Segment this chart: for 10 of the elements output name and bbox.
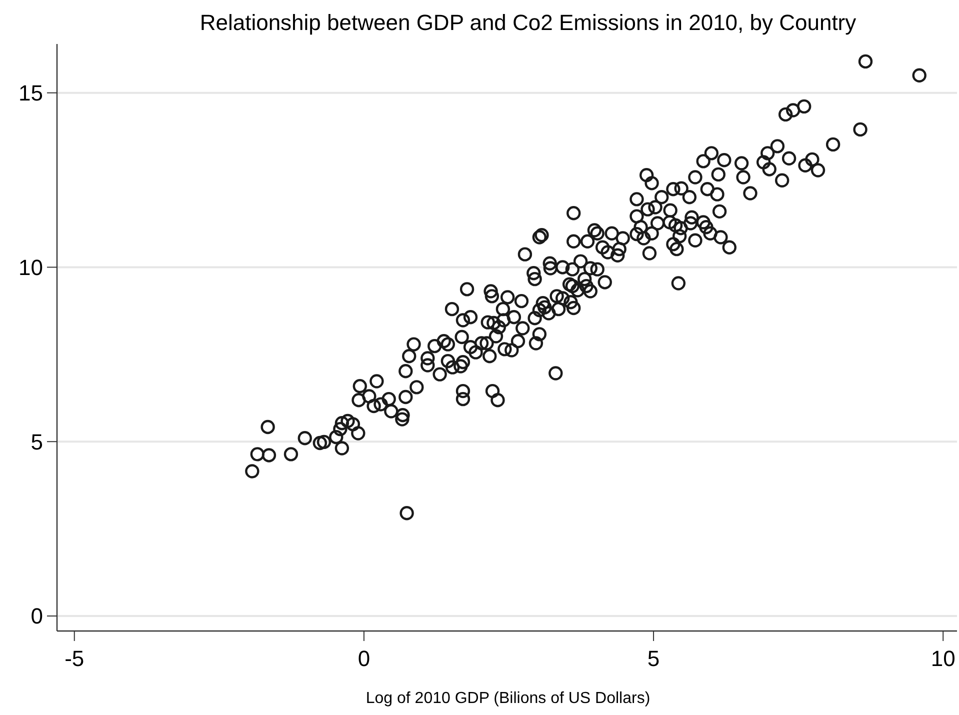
x-tick-label: -5 <box>64 646 84 671</box>
x-tick-label: 0 <box>358 646 370 671</box>
y-tick-label: 5 <box>30 429 43 454</box>
y-tick-label: 0 <box>30 604 43 629</box>
chart-title: Relationship between GDP and Co2 Emissions in 2010, by Country <box>200 10 856 35</box>
y-tick-label: 10 <box>18 254 43 280</box>
y-tick-label: 15 <box>18 80 43 106</box>
x-tick-label: 10 <box>930 646 956 671</box>
x-axis-title: Log of 2010 GDP (Bilions of US Dollars) <box>366 690 650 707</box>
x-tick-label: 5 <box>647 646 660 671</box>
